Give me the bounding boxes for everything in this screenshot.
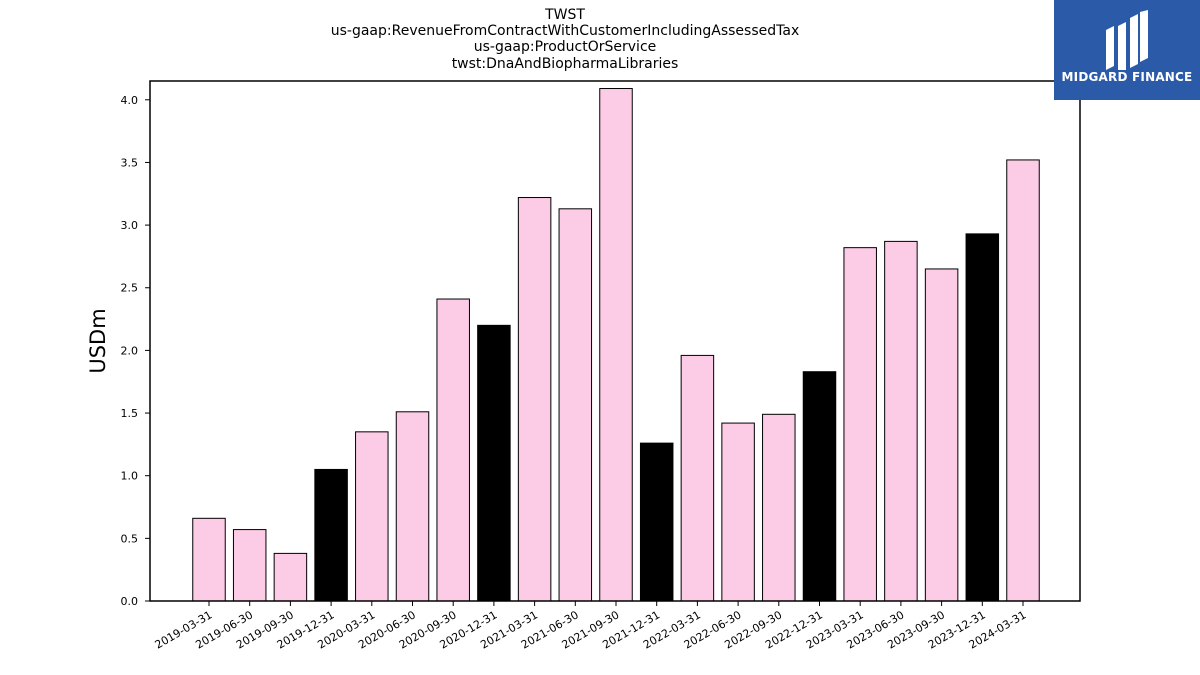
bar-2019-12-31 bbox=[314, 468, 348, 602]
bar-2019-03-31 bbox=[192, 517, 226, 602]
bar-2022-03-31 bbox=[680, 354, 715, 602]
bar-2021-12-31 bbox=[639, 442, 674, 602]
bar-2020-03-31 bbox=[355, 431, 389, 602]
bar-2024-03-31 bbox=[1006, 159, 1040, 602]
bar-2022-12-31 bbox=[802, 371, 837, 602]
y-tick-label: 2.0 bbox=[121, 344, 139, 357]
bar-2020-09-30 bbox=[436, 298, 470, 602]
midgard-finance-logo: MIDGARD FINANCE bbox=[1054, 0, 1200, 100]
bar-2021-03-31 bbox=[517, 197, 552, 602]
y-tick-label: 4.0 bbox=[121, 94, 139, 107]
bar-2021-09-30 bbox=[599, 88, 633, 602]
y-tick-label: 1.5 bbox=[121, 407, 139, 420]
bar-2019-09-30 bbox=[273, 552, 308, 602]
title-line-2: us-gaap:RevenueFromContractWithCustomerI… bbox=[330, 23, 800, 39]
title-line-1: TWST bbox=[545, 7, 585, 23]
plot-frame bbox=[149, 80, 1081, 602]
bars-group bbox=[192, 88, 1040, 602]
y-tick-label: 0.0 bbox=[121, 595, 139, 608]
x-axis: 2019-03-312019-06-302019-09-302019-12-31… bbox=[153, 601, 1029, 652]
bar-2020-12-31 bbox=[477, 324, 511, 602]
y-tick-label: 0.5 bbox=[121, 532, 139, 545]
bar-2022-06-30 bbox=[721, 422, 755, 602]
bar-2022-09-30 bbox=[762, 413, 796, 602]
logo-mark-icon bbox=[1106, 10, 1148, 70]
bar-2023-12-31 bbox=[965, 233, 1000, 602]
bar-2023-09-30 bbox=[924, 268, 959, 602]
y-axis: 0.0 0.5 1.0 1.5 2.0 2.5 3.0 3.5 4.0 bbox=[121, 94, 150, 608]
bar-2020-06-30 bbox=[395, 411, 430, 602]
y-tick-label: 1.0 bbox=[121, 470, 139, 483]
title-line-3: us-gaap:ProductOrService bbox=[473, 39, 657, 55]
y-axis-label: USDm bbox=[86, 308, 110, 373]
title-line-4: twst:DnaAndBiopharmaLibraries bbox=[451, 56, 679, 72]
y-tick-label: 3.5 bbox=[121, 156, 139, 169]
y-tick-label: 3.0 bbox=[121, 219, 139, 232]
bar-2019-06-30 bbox=[232, 529, 267, 602]
y-tick-label: 2.5 bbox=[121, 282, 139, 295]
bar-2023-06-30 bbox=[884, 240, 918, 602]
logo-text: MIDGARD FINANCE bbox=[1061, 70, 1193, 84]
bar-2021-06-30 bbox=[558, 208, 593, 602]
bar-2023-03-31 bbox=[843, 247, 877, 602]
